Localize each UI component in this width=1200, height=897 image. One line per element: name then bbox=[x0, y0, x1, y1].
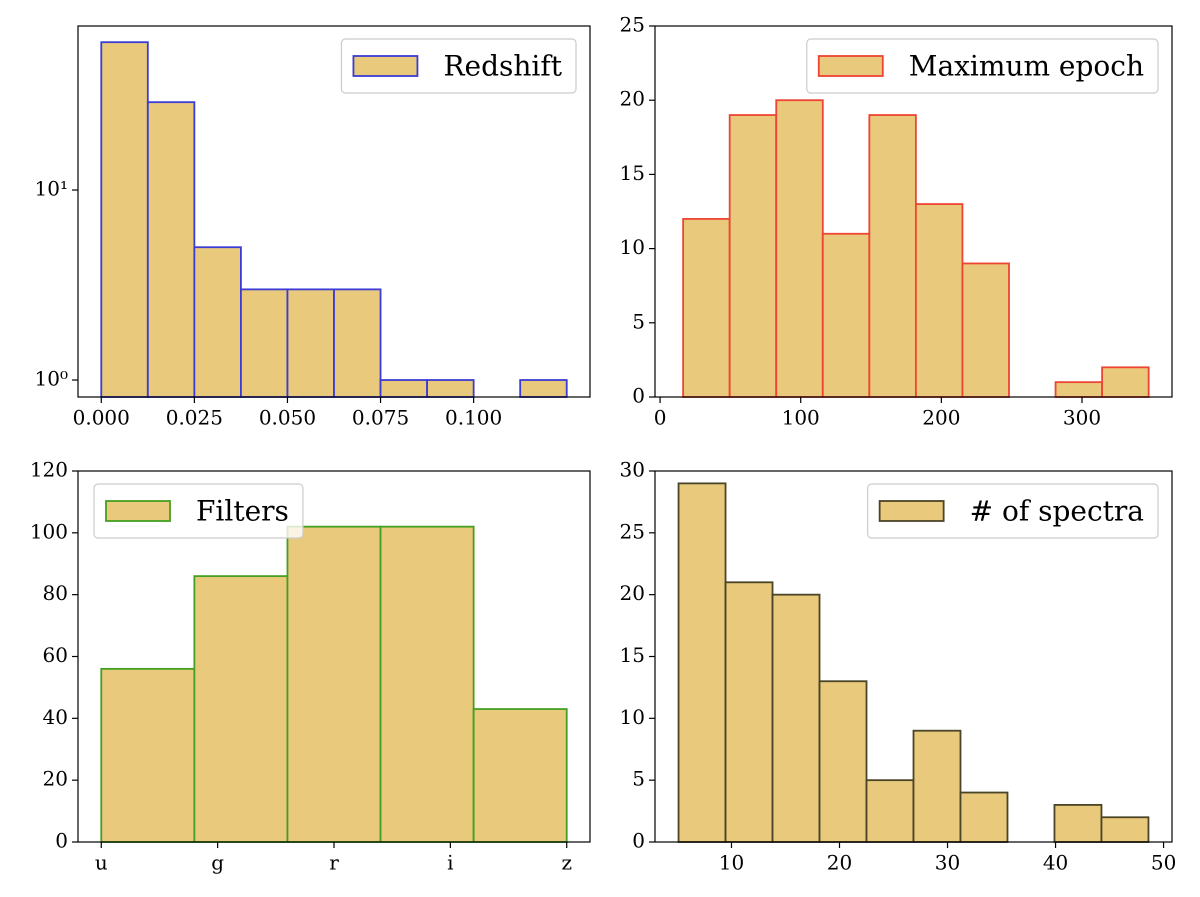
bar bbox=[914, 203, 964, 398]
bar bbox=[818, 680, 868, 843]
x-tick-label: 0.000 bbox=[73, 406, 130, 430]
y-tick-label: 40 bbox=[43, 705, 68, 729]
legend: # of spectra bbox=[867, 483, 1159, 539]
y-tick-label: 25 bbox=[620, 519, 645, 543]
y-tick-label: 10 bbox=[620, 705, 645, 729]
y-tick-label: 20 bbox=[43, 767, 68, 791]
bar bbox=[775, 99, 824, 398]
bar bbox=[286, 288, 335, 398]
legend-swatch bbox=[105, 500, 171, 522]
y-tick-label: 15 bbox=[620, 643, 645, 667]
legend-label: Maximum epoch bbox=[909, 50, 1144, 83]
bar bbox=[1054, 381, 1104, 398]
bar bbox=[868, 114, 917, 398]
bar bbox=[519, 379, 568, 398]
bar bbox=[379, 525, 475, 843]
y-tick-label: 10 bbox=[620, 235, 645, 259]
y-tick-label: 15 bbox=[620, 161, 645, 185]
x-tick-label: 40 bbox=[1043, 851, 1068, 875]
legend-label: # of spectra bbox=[970, 495, 1144, 528]
y-tick-label: 5 bbox=[632, 767, 645, 791]
x-tick-label: 0 bbox=[654, 406, 667, 430]
y-tick-label: 30 bbox=[620, 458, 645, 482]
legend-box bbox=[806, 38, 1159, 94]
x-tick-label: z bbox=[561, 851, 572, 875]
bar bbox=[240, 288, 289, 398]
x-tick-label: 0.100 bbox=[445, 406, 502, 430]
x-tick-label: 0.025 bbox=[166, 406, 223, 430]
bar bbox=[821, 232, 871, 398]
bar bbox=[724, 581, 774, 843]
y-tick-label: 25 bbox=[620, 13, 645, 37]
y-tick-label: 10¹ bbox=[35, 177, 68, 201]
bar bbox=[961, 262, 1010, 398]
x-tick-label: i bbox=[447, 851, 453, 875]
bar bbox=[333, 288, 382, 398]
y-tick-label: 100 bbox=[30, 519, 68, 543]
bar bbox=[771, 593, 821, 843]
x-tick-label: 100 bbox=[782, 406, 820, 430]
panel: 10 20 30 40 50 0 5 10 15 20 25 30 # of spectra bbox=[620, 458, 1177, 875]
legend-swatch bbox=[878, 500, 945, 522]
bar bbox=[286, 525, 382, 843]
x-tick-label: g bbox=[211, 851, 224, 875]
x-tick-label: r bbox=[329, 851, 339, 875]
bar bbox=[912, 729, 962, 843]
legend-label: Filters bbox=[196, 495, 289, 528]
bar bbox=[472, 708, 568, 843]
panel: 0 100 200 300 0 5 10 15 20 25 Maximum epoch bbox=[620, 13, 1173, 430]
x-tick-label: 10 bbox=[719, 851, 744, 875]
bar bbox=[677, 482, 727, 843]
bar bbox=[146, 101, 196, 398]
x-tick-label: 300 bbox=[1063, 406, 1101, 430]
y-tick-label: 80 bbox=[43, 581, 68, 605]
panel: 0.000 0.025 0.050 0.075 0.100 10⁰ 10¹ Redshift bbox=[35, 25, 591, 430]
legend: Redshift bbox=[340, 38, 577, 94]
x-tick-label: 0.050 bbox=[259, 406, 316, 430]
bar bbox=[682, 218, 731, 398]
bar bbox=[865, 779, 915, 843]
axes-frame bbox=[77, 25, 591, 398]
x-tick-label: 50 bbox=[1151, 851, 1176, 875]
y-tick-label: 120 bbox=[30, 458, 68, 482]
y-tick-label: 5 bbox=[632, 309, 645, 333]
x-tick-label: u bbox=[95, 851, 108, 875]
x-tick-label: 30 bbox=[935, 851, 960, 875]
y-tick-label: 0 bbox=[632, 829, 645, 853]
y-tick-label: 20 bbox=[620, 87, 645, 111]
legend: Filters bbox=[93, 483, 304, 539]
axes-frame bbox=[654, 25, 1173, 398]
legend-swatch bbox=[352, 55, 419, 77]
bar bbox=[1101, 366, 1150, 398]
bar bbox=[426, 379, 475, 398]
legend-box bbox=[867, 483, 1159, 539]
y-tick-label: 0 bbox=[632, 384, 645, 408]
legend-label: Redshift bbox=[443, 50, 562, 83]
x-tick-label: 200 bbox=[922, 406, 960, 430]
panel: u g r i z 0 20 40 60 80 100 120 Filters bbox=[30, 458, 591, 875]
legend-swatch bbox=[817, 55, 884, 77]
bar bbox=[193, 575, 289, 843]
bar bbox=[959, 791, 1009, 843]
y-tick-label: 0 bbox=[55, 829, 68, 853]
legend-box bbox=[93, 483, 304, 539]
bar bbox=[100, 41, 149, 398]
y-tick-label: 60 bbox=[43, 643, 68, 667]
legend-box bbox=[340, 38, 577, 94]
bar bbox=[379, 379, 428, 398]
y-tick-label: 10⁰ bbox=[35, 367, 68, 391]
bar bbox=[728, 114, 778, 398]
bar bbox=[193, 246, 242, 398]
y-tick-label: 20 bbox=[620, 581, 645, 605]
x-tick-label: 0.075 bbox=[352, 406, 409, 430]
bar bbox=[100, 667, 196, 843]
x-tick-label: 20 bbox=[827, 851, 852, 875]
bar bbox=[1053, 804, 1103, 843]
bar bbox=[1100, 816, 1150, 843]
legend: Maximum epoch bbox=[806, 38, 1159, 94]
